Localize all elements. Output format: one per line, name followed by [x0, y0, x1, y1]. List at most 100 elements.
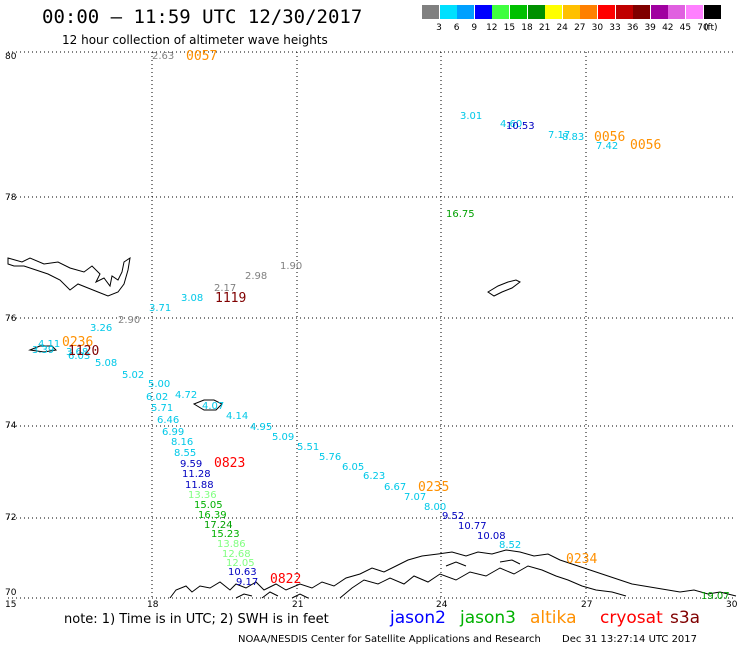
legend-label: 39: [644, 23, 656, 33]
wave-height-label: 6.05: [342, 462, 365, 473]
hopen-island: [28, 345, 58, 353]
legend-swatch: [650, 5, 668, 19]
wave-height-label: 6.46: [157, 415, 180, 426]
wave-height-label: 5.02: [122, 370, 145, 381]
wave-height-label: 9.52: [442, 511, 465, 522]
legend-label: 70: [697, 23, 709, 33]
wave-height-label: 8.16: [171, 437, 194, 448]
legend-swatch: [527, 5, 545, 19]
legend-label: 27: [574, 23, 586, 33]
lon-label: 27: [581, 600, 593, 610]
legend-swatch: [510, 5, 527, 19]
legend-label: 30: [591, 23, 604, 33]
wave-height-label: 16.75: [446, 209, 475, 220]
legend-swatch: [474, 5, 492, 19]
wave-height-label: 2.90: [118, 315, 141, 326]
lat-label: 78: [5, 193, 17, 203]
wave-height-label: 7.07: [404, 492, 427, 503]
pass-time-label: 0056: [594, 130, 626, 145]
legend-swatch: [492, 5, 510, 19]
credit-line: NOAA/NESDIS Center for Satellite Applica…: [238, 634, 697, 645]
satellite-jason2: jason2: [390, 608, 446, 628]
norway-fjords: [339, 565, 627, 599]
pass-time-label: 0235: [418, 480, 450, 495]
latitude-gridlines: [8, 51, 736, 599]
wave-height-label: 3.01: [460, 111, 483, 122]
wave-height-label: 2.63: [152, 51, 175, 62]
legend-swatch: [457, 5, 475, 19]
wave-height-label: 13.36: [188, 490, 217, 501]
wave-height-label: 10.63: [228, 567, 257, 578]
lat-label: 76: [5, 314, 17, 324]
kong-karls-land: [487, 279, 521, 297]
wave-height-label: 5.08: [95, 358, 118, 369]
legend-label: 24: [556, 23, 568, 33]
wave-height-label: 3.39: [32, 345, 55, 356]
pass-time-label: 1119: [215, 291, 247, 306]
wave-height-label: 12.68: [222, 549, 251, 560]
wave-height-label: 4.60: [500, 119, 523, 130]
wave-height-label: 6.03: [68, 351, 91, 362]
lat-label: 74: [5, 421, 17, 431]
legend-label: 12: [486, 23, 498, 33]
wave-height-label: 5.71: [151, 403, 174, 414]
pass-time-label: 1120: [68, 344, 100, 359]
legend-swatch: [545, 5, 563, 19]
satellite-jason3: jason3: [460, 608, 516, 628]
wave-height-label: 8.83: [562, 132, 585, 143]
legend-label: 3: [436, 23, 442, 33]
wave-height-label: 17.24: [204, 520, 233, 531]
wave-height-label: 5.51: [297, 442, 320, 453]
wave-height-label: 4.07: [202, 401, 225, 412]
map-title: 00:00 – 11:59 UTC 12/30/2017: [42, 6, 363, 28]
legend-swatch: [422, 5, 439, 19]
lon-label: 15: [5, 600, 17, 610]
pass-time-label: 0056: [630, 138, 662, 153]
legend-swatch: [562, 5, 580, 19]
wave-height-label: 4.95: [250, 422, 273, 433]
wave-height-label: 9.59: [180, 459, 203, 470]
legend-swatch: [668, 5, 686, 19]
wave-height-label: 8.52: [499, 540, 522, 551]
wave-height-label: 2.17: [214, 283, 237, 294]
credit-org: NOAA/NESDIS Center for Satellite Applica…: [238, 634, 541, 645]
wave-height-label: 3.71: [149, 303, 172, 314]
legend-swatch: [598, 5, 615, 19]
wave-height-label: 15.23: [211, 529, 240, 540]
wave-height-label: 2.98: [245, 271, 268, 282]
pass-time-label: 0236: [62, 335, 94, 350]
wave-height-label: 9.17: [236, 577, 259, 588]
norway-islands: [235, 559, 521, 599]
pass-time-label: 0823: [214, 456, 246, 471]
wave-height-label: 6.23: [363, 471, 386, 482]
pass-time-label: 0057: [186, 49, 218, 64]
lon-label: 30: [726, 600, 738, 610]
pass-time-label: 0234: [566, 552, 598, 567]
wave-height-label: 13.86: [217, 539, 246, 550]
wave-height-label: 4.14: [226, 411, 249, 422]
wave-height-label: 10.77: [458, 521, 487, 532]
legend-unit: (ft): [704, 23, 718, 33]
wave-height-label: 3.68: [66, 347, 89, 358]
legend-label: 15: [503, 23, 516, 33]
lat-label: 80: [5, 52, 17, 62]
footer-note: note: 1) Time is in UTC; 2) SWH is in fe…: [64, 612, 329, 627]
legend-swatch: [615, 5, 633, 19]
wave-height-label: 5.00: [148, 379, 171, 390]
legend-label: 18: [521, 23, 533, 33]
legend-label: 6: [453, 23, 460, 33]
legend-label: 36: [626, 23, 639, 33]
wave-height-label: 8.00: [424, 502, 447, 513]
svalbard-coastline: [7, 256, 131, 297]
lon-label: 24: [436, 600, 448, 610]
wave-height-label: 10.08: [477, 531, 506, 542]
wave-height-label: 3.08: [181, 293, 204, 304]
wave-height-label: 8.55: [174, 448, 197, 459]
legend-swatch: [439, 5, 457, 19]
satellite-s3a: s3a: [670, 608, 701, 628]
wave-height-label: 6.67: [384, 482, 407, 493]
lat-label: 72: [5, 513, 17, 523]
norway-coastline: [169, 549, 737, 599]
lon-label: 21: [292, 600, 304, 610]
